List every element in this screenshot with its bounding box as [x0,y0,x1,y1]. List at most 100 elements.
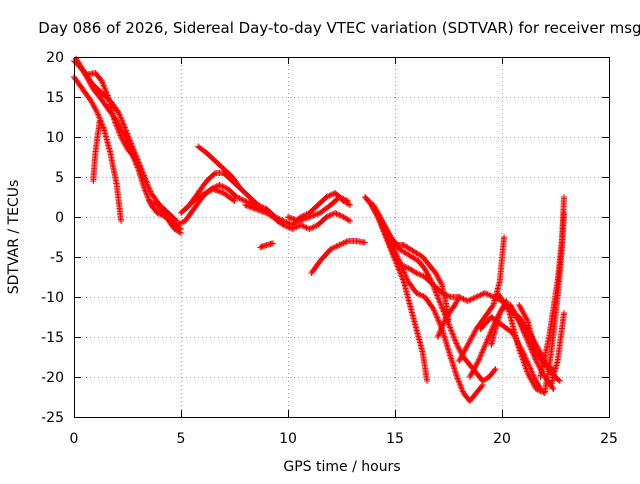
x-tick-label: 20 [493,431,511,447]
data-point [279,217,286,224]
data-point [337,241,344,248]
data-point [270,240,276,247]
data-track [75,62,144,172]
x-tick-label: 25 [600,431,618,447]
data-point [534,379,540,386]
data-point [220,184,227,190]
data-track [477,314,544,392]
data-point [512,335,519,342]
data-point [99,79,106,86]
data-point [148,199,155,206]
data-point [120,120,126,127]
data-point [134,160,141,167]
data-point [432,270,439,276]
data-point [387,236,393,243]
data-point [478,383,485,390]
data-point [532,356,539,363]
data-point [449,330,456,337]
x-tick-label: 15 [386,431,404,447]
data-point [176,229,183,236]
data-point [374,210,381,216]
data-point [336,242,343,248]
y-tick-label: 20 [46,50,64,66]
data-point [384,231,391,238]
data-point [433,311,439,318]
data-point [417,292,424,298]
data-point [133,158,140,164]
data-point [459,387,466,394]
data-point [521,330,528,337]
data-point [461,347,468,354]
data-point [464,342,471,348]
data-point [491,367,498,374]
data-point [366,198,373,204]
data-track [516,302,540,356]
data-point [434,316,441,322]
data-point [486,292,493,298]
data-point [386,235,393,242]
data-point [336,194,343,200]
data-point [343,197,350,204]
data-point [117,114,124,121]
y-tick-label: -10 [41,290,64,306]
data-point [424,270,431,276]
data-point [293,224,300,230]
data-point [483,290,490,297]
data-point [424,271,431,278]
y-tick-label: -5 [50,250,64,266]
data-point [427,276,434,283]
data-point [470,295,477,302]
data-point [142,175,149,182]
data-point [481,343,488,350]
data-point [489,303,496,310]
data-point [113,122,120,129]
data-point [561,310,568,316]
data-point [434,314,441,321]
data-point [397,260,404,267]
data-point [521,351,527,358]
data-point [555,377,562,383]
data-point [273,214,280,221]
data-point [326,192,333,199]
data-point [231,198,238,204]
data-point [112,119,119,126]
data-point [396,258,403,264]
data-point [479,349,486,356]
data-point [516,302,523,308]
data-point [422,267,429,274]
data-track [434,294,463,340]
data-point [520,310,527,316]
data-point [115,128,122,135]
data-point [454,343,461,350]
data-point [430,282,437,289]
data-point [455,378,462,385]
data-point [145,184,152,191]
data-point [531,353,538,360]
data-point [433,271,440,278]
data-point [392,248,398,254]
data-point [497,308,504,315]
data-point [387,238,394,244]
y-tick-label: 0 [55,210,64,226]
data-point [391,246,398,253]
data-point [104,91,111,98]
data-point [427,275,433,282]
data-point [130,146,137,153]
data-point [300,223,307,230]
data-track [71,74,125,224]
data-point [122,127,129,134]
data-point [510,331,517,338]
data-point [431,308,438,315]
data-point [432,310,439,317]
data-point [467,296,474,303]
data-point [394,253,401,260]
data-point [485,335,492,342]
data-point [473,294,480,300]
data-point [403,273,409,280]
data-point [440,321,447,328]
data-point [440,319,447,326]
data-point [514,339,521,346]
data-point [454,298,461,304]
data-point [529,369,536,376]
